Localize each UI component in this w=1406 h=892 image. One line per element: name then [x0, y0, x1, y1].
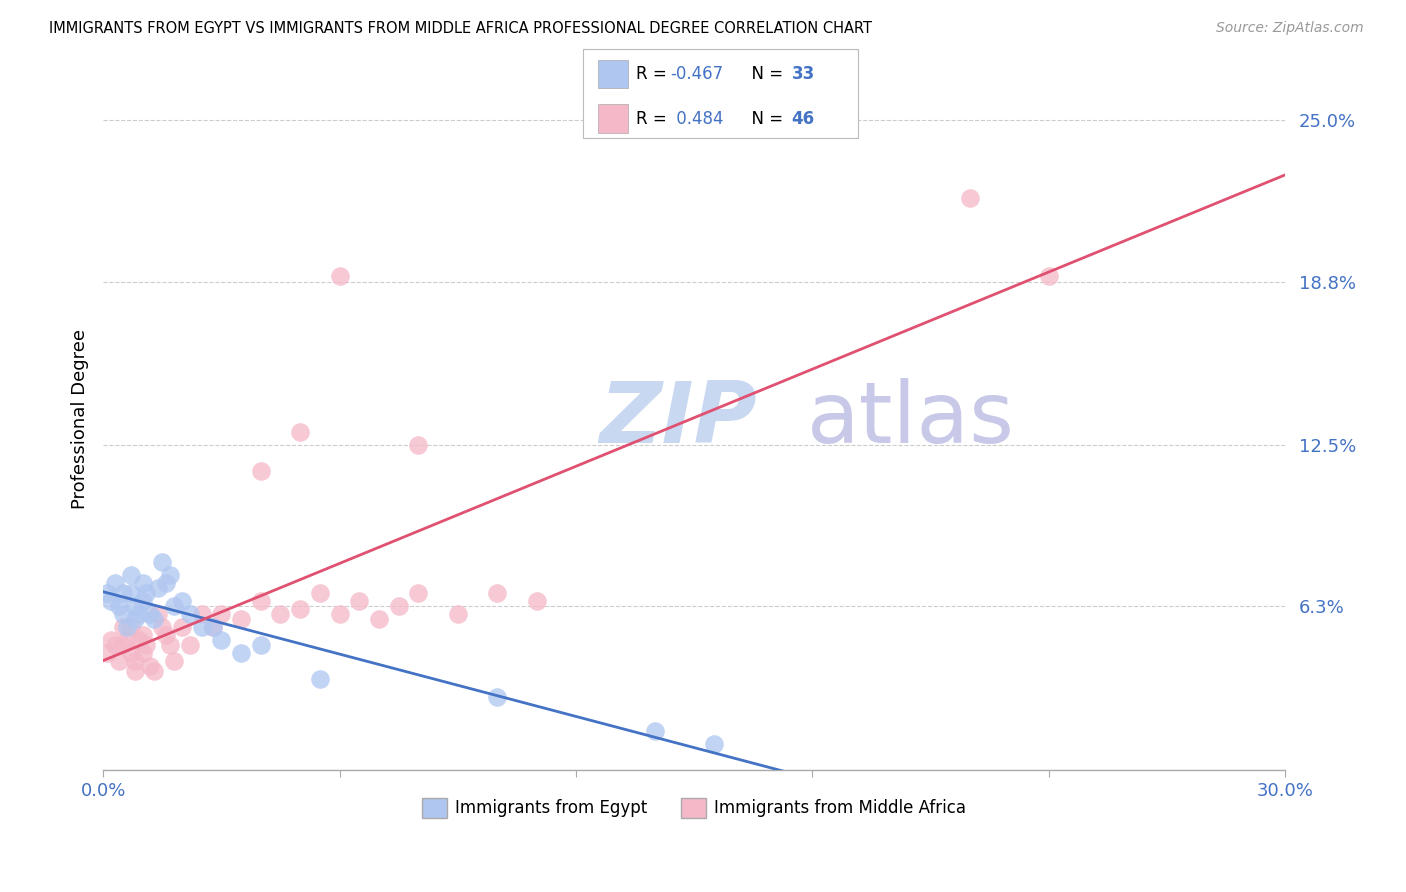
Point: [309, 672, 332, 686]
Point: [202, 620, 225, 634]
Point: [959, 191, 981, 205]
Point: [179, 607, 201, 621]
Point: [108, 654, 131, 668]
Text: R =: R =: [636, 65, 672, 83]
Text: atlas: atlas: [807, 377, 1015, 461]
Text: 0.484: 0.484: [671, 110, 723, 128]
Point: [1038, 269, 1060, 284]
Point: [111, 607, 134, 621]
Point: [486, 586, 509, 600]
Point: [163, 599, 186, 614]
Point: [148, 607, 170, 621]
Point: [111, 620, 134, 634]
Point: [131, 576, 153, 591]
Point: [159, 638, 181, 652]
Text: Source: ZipAtlas.com: Source: ZipAtlas.com: [1216, 21, 1364, 35]
Text: IMMIGRANTS FROM EGYPT VS IMMIGRANTS FROM MIDDLE AFRICA PROFESSIONAL DEGREE CORRE: IMMIGRANTS FROM EGYPT VS IMMIGRANTS FROM…: [49, 21, 872, 36]
Point: [135, 586, 157, 600]
Point: [249, 638, 271, 652]
Point: [288, 425, 311, 440]
Point: [139, 607, 162, 621]
Point: [100, 594, 122, 608]
Point: [104, 576, 127, 591]
Point: [388, 599, 411, 614]
Point: [139, 659, 162, 673]
Point: [124, 654, 146, 668]
Point: [349, 594, 371, 608]
Point: [143, 665, 166, 679]
Point: [309, 586, 332, 600]
Point: [486, 690, 509, 705]
Point: [288, 602, 311, 616]
Point: [143, 612, 166, 626]
Point: [96, 646, 118, 660]
Point: [120, 620, 142, 634]
Point: [190, 620, 212, 634]
Point: [229, 612, 252, 626]
Point: [159, 568, 181, 582]
Point: [128, 607, 150, 621]
Point: [202, 620, 225, 634]
Point: [447, 607, 470, 621]
Point: [124, 612, 146, 626]
Point: [148, 581, 170, 595]
Point: [179, 638, 201, 652]
Point: [329, 269, 352, 284]
Legend: Immigrants from Egypt, Immigrants from Middle Africa: Immigrants from Egypt, Immigrants from M…: [416, 791, 973, 825]
Point: [368, 612, 391, 626]
Point: [526, 594, 548, 608]
Point: [190, 607, 212, 621]
Point: [108, 599, 131, 614]
Point: [131, 594, 153, 608]
Point: [229, 646, 252, 660]
Point: [155, 576, 177, 591]
Point: [115, 633, 138, 648]
Point: [128, 633, 150, 648]
Point: [104, 638, 127, 652]
Point: [100, 633, 122, 648]
Point: [170, 594, 193, 608]
Text: 33: 33: [792, 65, 815, 83]
Point: [96, 586, 118, 600]
Point: [329, 607, 352, 621]
Point: [124, 665, 146, 679]
Text: 46: 46: [792, 110, 814, 128]
Point: [120, 646, 142, 660]
Point: [135, 638, 157, 652]
Point: [163, 654, 186, 668]
Point: [408, 586, 430, 600]
Point: [131, 646, 153, 660]
Point: [269, 607, 291, 621]
Point: [111, 638, 134, 652]
Point: [150, 555, 173, 569]
Point: [170, 620, 193, 634]
Point: [209, 607, 232, 621]
Text: N =: N =: [741, 110, 789, 128]
Point: [644, 724, 666, 739]
Point: [150, 620, 173, 634]
Point: [115, 620, 138, 634]
Point: [120, 568, 142, 582]
Point: [249, 594, 271, 608]
Text: ZIP: ZIP: [600, 377, 758, 461]
Point: [155, 628, 177, 642]
Point: [209, 633, 232, 648]
Point: [124, 599, 146, 614]
Text: N =: N =: [741, 65, 789, 83]
Text: R =: R =: [636, 110, 672, 128]
Point: [249, 464, 271, 478]
Y-axis label: Professional Degree: Professional Degree: [72, 329, 89, 509]
Point: [703, 737, 725, 751]
Point: [408, 438, 430, 452]
Point: [131, 628, 153, 642]
Point: [120, 586, 142, 600]
Point: [111, 586, 134, 600]
Text: -0.467: -0.467: [671, 65, 724, 83]
